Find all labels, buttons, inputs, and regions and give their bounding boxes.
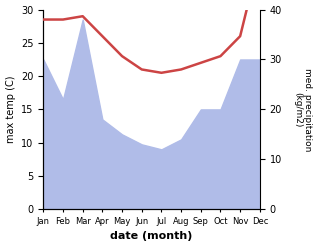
Y-axis label: med. precipitation
(kg/m2): med. precipitation (kg/m2) [293,68,313,151]
X-axis label: date (month): date (month) [110,231,193,242]
Y-axis label: max temp (C): max temp (C) [5,76,16,143]
